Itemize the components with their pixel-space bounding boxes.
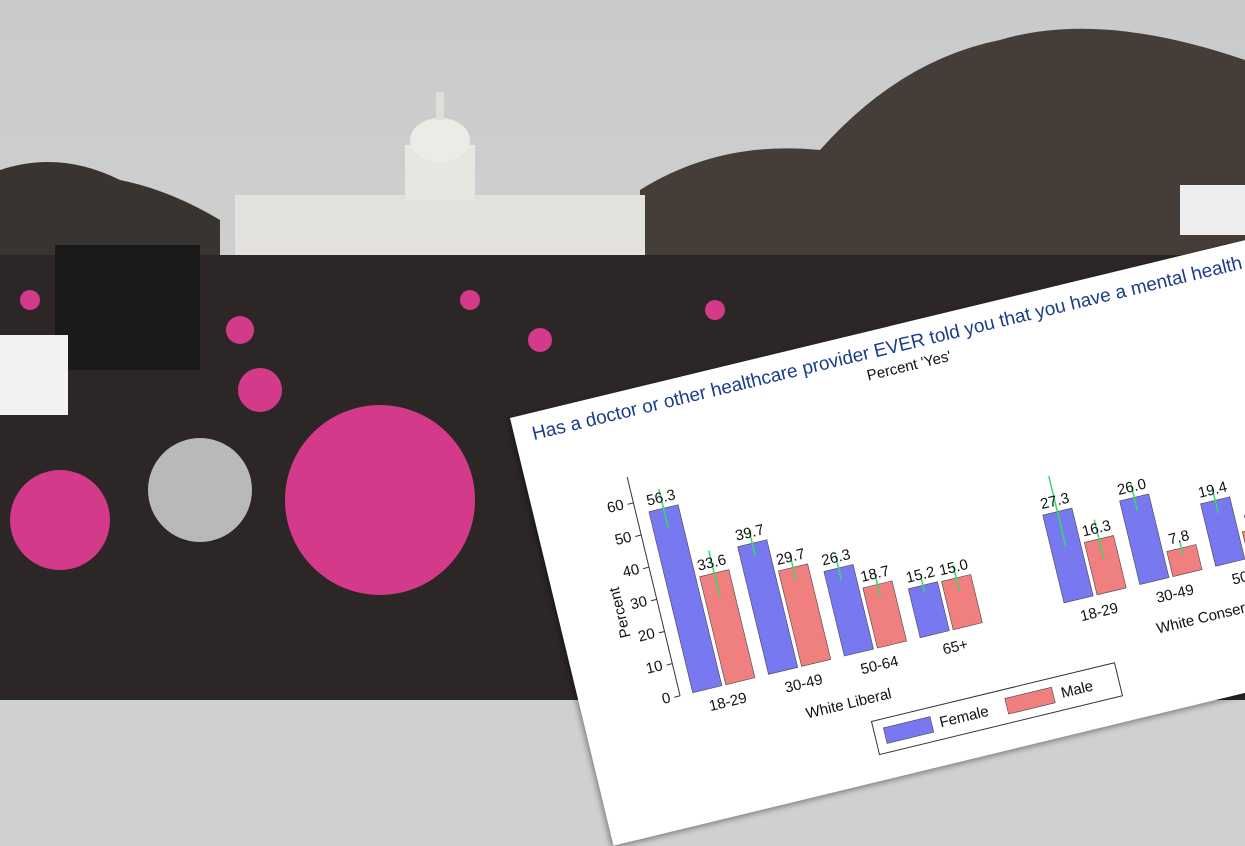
error-bar <box>920 578 926 592</box>
x-tick-label: 65+ <box>941 636 970 659</box>
error-bar <box>1093 519 1105 559</box>
value-label: 15.0 <box>937 556 969 579</box>
bar <box>907 581 950 639</box>
value-label: 26.3 <box>820 546 852 569</box>
error-bar <box>789 554 797 581</box>
value-label: 19.4 <box>1196 478 1228 501</box>
x-tick-label: 30-49 <box>1154 581 1195 607</box>
value-label: 39.7 <box>734 521 766 544</box>
error-bar <box>1130 484 1139 511</box>
value-label: 33.6 <box>696 551 728 574</box>
error-bar <box>1179 541 1184 555</box>
x-tick-label: 30-49 <box>783 671 824 697</box>
x-tick-label: 50-64 <box>1230 563 1245 589</box>
x-tick-label: 50-64 <box>859 653 900 679</box>
group-label: White Liberal <box>804 685 893 722</box>
y-tick <box>674 695 681 698</box>
y-tick <box>666 663 673 666</box>
value-label: 56.3 <box>645 486 677 509</box>
value-label: 15.2 <box>904 563 936 586</box>
value-label: 16.3 <box>1080 517 1112 540</box>
error-bar <box>952 564 960 592</box>
y-tick <box>635 534 642 537</box>
y-tick-label: 20 <box>636 625 656 645</box>
y-tick-label: 50 <box>613 529 633 549</box>
y-axis-label: Percent <box>606 585 635 640</box>
y-axis <box>626 476 681 696</box>
bar <box>1166 544 1203 577</box>
value-label: 8.2 <box>1242 507 1245 528</box>
y-tick <box>643 566 650 570</box>
y-tick-label: 30 <box>629 593 649 613</box>
y-tick <box>658 631 665 634</box>
y-tick-label: 60 <box>605 496 625 516</box>
bar <box>1119 493 1170 585</box>
value-label: 18.7 <box>859 562 891 585</box>
legend-box <box>870 662 1124 756</box>
x-tick-label: 18-29 <box>1079 600 1120 626</box>
error-bar <box>708 550 721 596</box>
y-tick-label: 40 <box>621 561 641 581</box>
error-bar <box>873 571 882 598</box>
y-tick-label: 0 <box>660 689 672 707</box>
value-label: 27.3 <box>1039 490 1071 513</box>
error-bar <box>1211 487 1219 514</box>
error-bar <box>834 554 843 582</box>
x-tick-label: 18-29 <box>707 689 748 715</box>
error-bar <box>658 488 669 528</box>
error-bar <box>748 530 757 557</box>
y-tick-label: 10 <box>644 657 664 677</box>
value-label: 26.0 <box>1116 476 1148 499</box>
value-label: 29.7 <box>774 545 806 568</box>
error-bar <box>1048 476 1067 548</box>
bar <box>1200 496 1245 567</box>
y-tick <box>650 598 657 602</box>
value-label: 7.8 <box>1167 527 1191 548</box>
y-tick <box>627 502 634 505</box>
bar <box>941 574 983 631</box>
